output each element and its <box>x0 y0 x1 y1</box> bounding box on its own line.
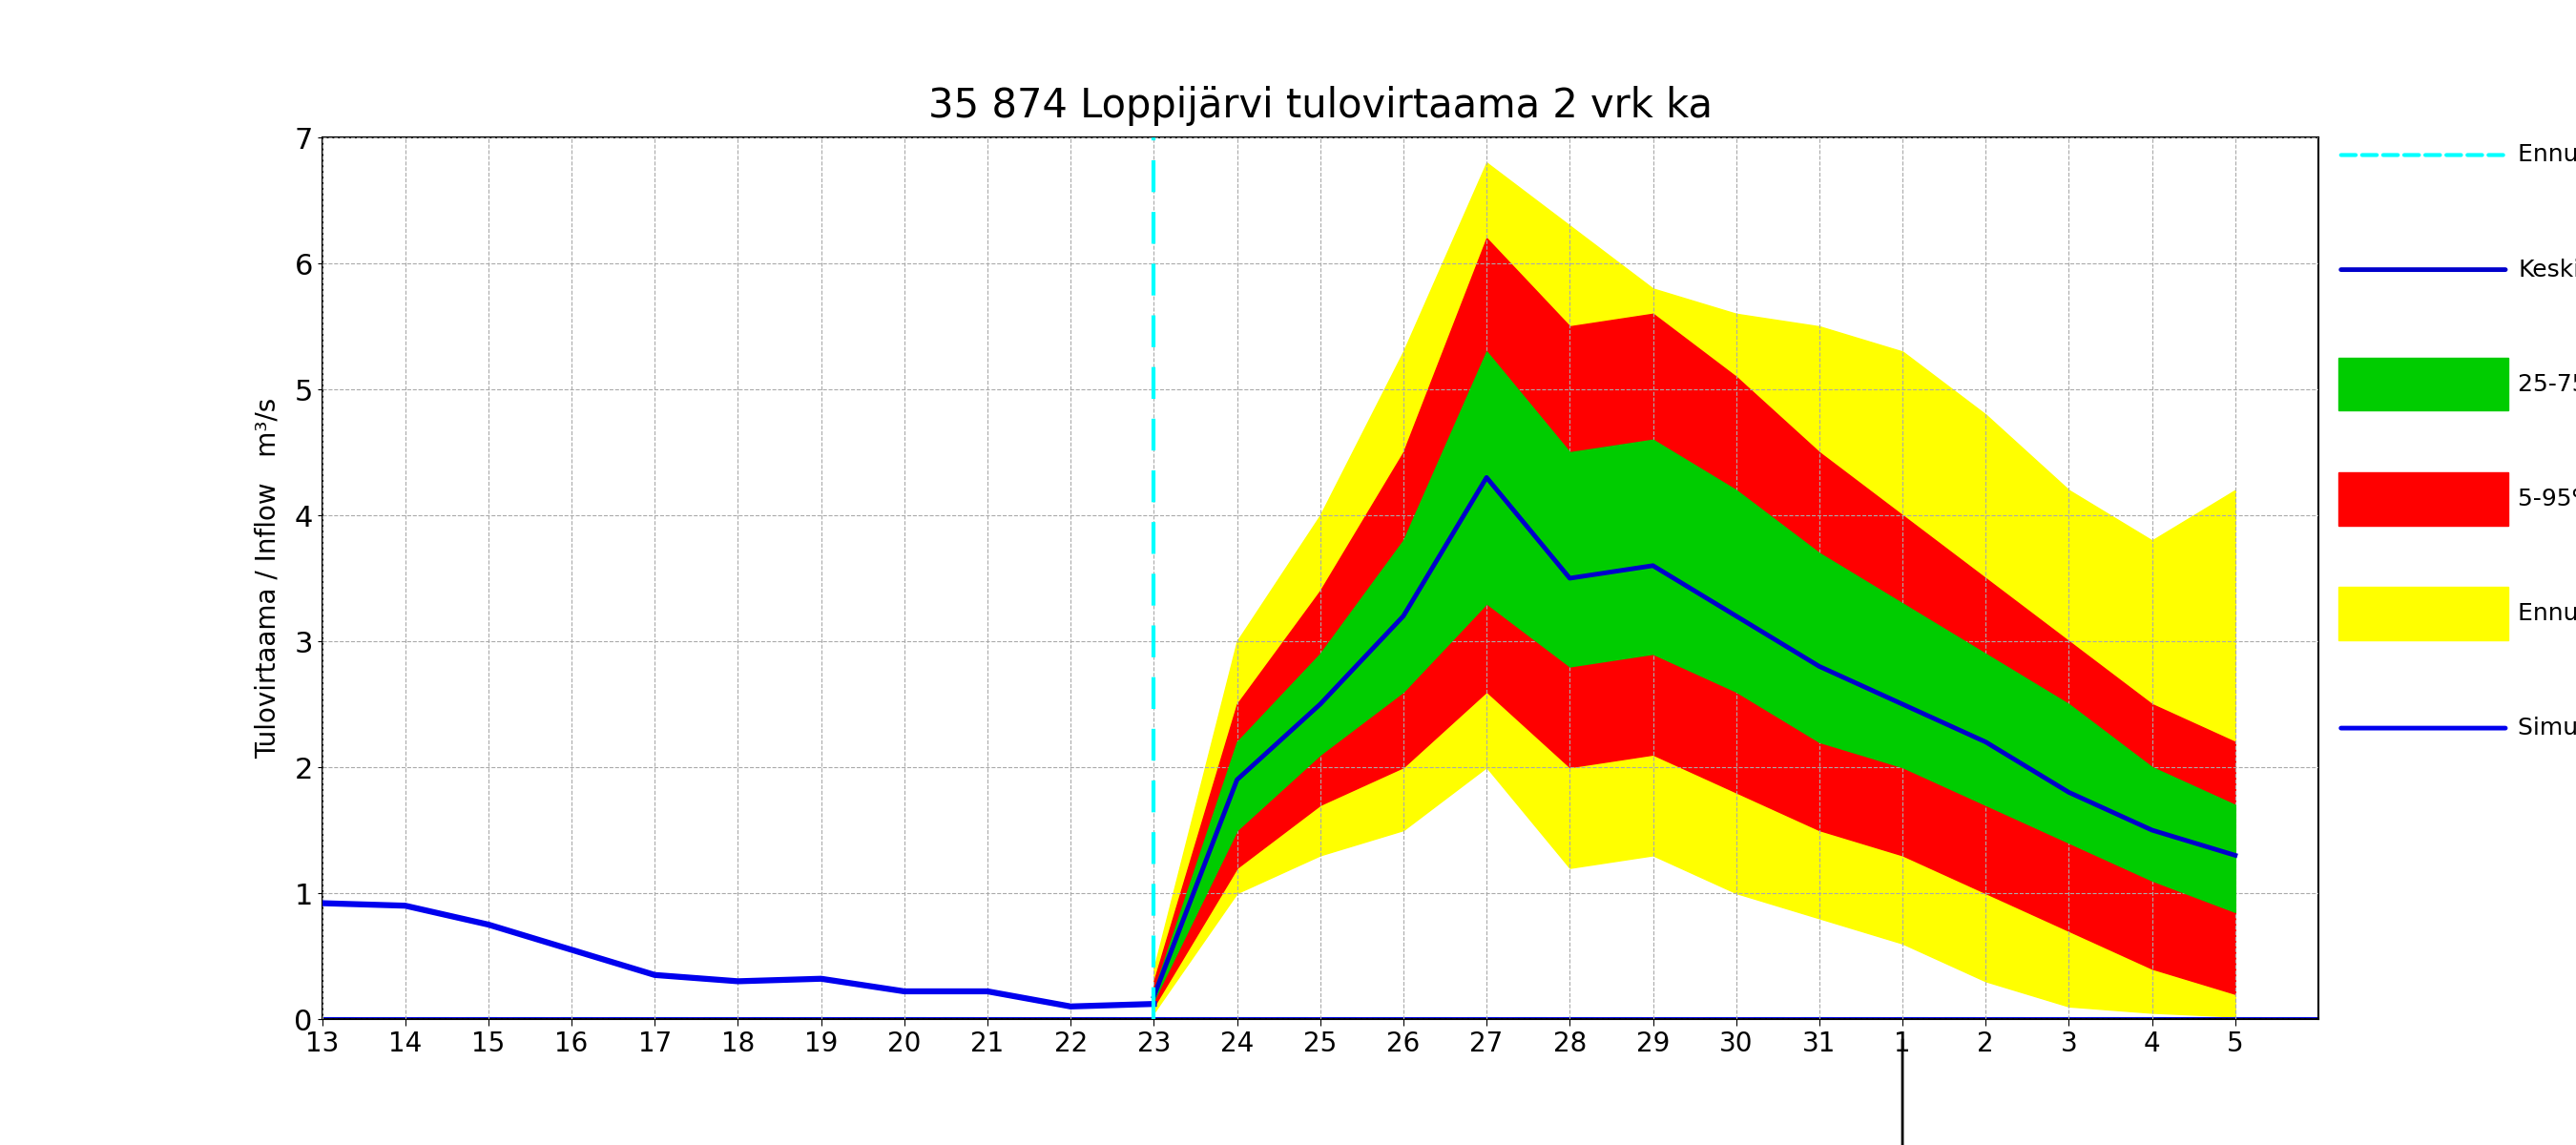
Bar <box>2339 357 2509 411</box>
Bar <box>2339 473 2509 526</box>
Text: Ennusteen alku: Ennusteen alku <box>2517 143 2576 166</box>
Text: Keskiennuste: Keskiennuste <box>2517 258 2576 281</box>
Text: 5-95% Vaihteluväli: 5-95% Vaihteluväli <box>2517 488 2576 511</box>
Text: Ennusteen vaihteluväli: Ennusteen vaihteluväli <box>2517 602 2576 625</box>
Text: Simuloitu historia: Simuloitu historia <box>2517 717 2576 740</box>
Title: 35 874 Loppijärvi tulovirtaama 2 vrk ka: 35 874 Loppijärvi tulovirtaama 2 vrk ka <box>927 86 1713 126</box>
Text: 25-75% Vaihteluväli: 25-75% Vaihteluväli <box>2517 373 2576 396</box>
Y-axis label: Tulovirtaama / Inflow   m³/s: Tulovirtaama / Inflow m³/s <box>255 397 281 759</box>
Bar <box>2339 587 2509 640</box>
